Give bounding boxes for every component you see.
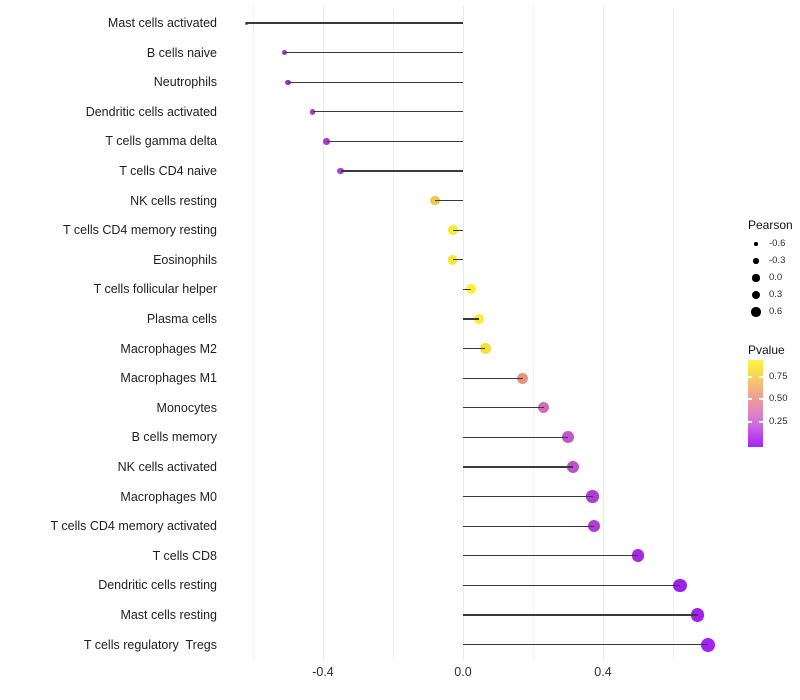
lollipop-stem (288, 81, 463, 83)
y-axis-label: T cells gamma delta (105, 134, 217, 149)
y-axis-label: Macrophages M1 (120, 371, 217, 386)
lollipop-stem (284, 51, 463, 54)
pvalue-colorbar (748, 360, 763, 447)
lollipop-stem (435, 199, 463, 202)
lollipop-stem (463, 614, 698, 616)
lollipop-stem (463, 643, 708, 646)
lollipop-stem (312, 111, 463, 113)
y-axis-label: T cells regulatory Tregs (83, 637, 217, 652)
lollipop-stem (463, 525, 595, 527)
lollipop-stem (463, 288, 472, 291)
y-axis-label: T cells CD4 memory activated (50, 519, 218, 534)
y-axis-label: T cells CD4 naive (119, 164, 217, 178)
lollipop-stem (463, 466, 574, 468)
colorbar-tick-left (748, 421, 752, 423)
x-axis-tick-label: 0.4 (594, 665, 612, 679)
lollipop-stem (463, 347, 486, 350)
y-axis-label: B cells naive (146, 45, 217, 60)
lollipop-stem (463, 377, 523, 379)
major-gridline (463, 6, 464, 660)
pvalue-legend-value: 0.50 (769, 393, 788, 404)
lollipop-stem (463, 318, 479, 320)
colorbar-tick-right (759, 398, 763, 400)
lollipop-stem (452, 259, 463, 261)
major-gridline (323, 6, 324, 660)
pearson-legend-dot (751, 307, 761, 317)
lollipop-stem (463, 436, 568, 439)
minor-gridline (393, 6, 394, 660)
x-axis-tick-label: -0.4 (312, 665, 334, 679)
lollipop-dot (282, 50, 287, 56)
colorbar-tick-left (748, 398, 752, 400)
lollipop-dot (285, 79, 291, 85)
lollipop-dot (323, 138, 330, 145)
y-axis-label: Dendritic cells resting (98, 578, 217, 593)
pvalue-legend-value: 0.25 (769, 416, 788, 427)
minor-gridline (253, 6, 254, 660)
pearson-legend-dot (752, 274, 760, 282)
pearson-legend-dot (753, 258, 759, 264)
lollipop-stem (463, 407, 544, 409)
lollipop-stem (463, 495, 593, 498)
y-axis-label: Macrophages M2 (120, 341, 217, 356)
colorbar-tick-left (748, 376, 752, 378)
lollipop-stem (463, 555, 638, 557)
y-axis-label: B cells memory (131, 430, 217, 445)
pvalue-legend-value: 0.75 (769, 371, 788, 382)
y-axis-label: Mast cells resting (120, 608, 217, 622)
y-axis-label: NK cells resting (130, 193, 217, 208)
pearson-legend-dot (754, 242, 758, 246)
lollipop-dot (337, 167, 344, 175)
lollipop-dot (309, 108, 316, 115)
y-axis-label: T cells CD4 memory resting (63, 223, 217, 238)
lollipop-dot (447, 254, 458, 265)
lollipop-dot (480, 343, 491, 354)
lollipop-stem (340, 170, 463, 172)
lollipop-stem (463, 584, 680, 587)
colorbar-tick-right (759, 376, 763, 378)
lollipop-dot (466, 284, 477, 295)
y-axis-label: Eosinophils (153, 252, 217, 267)
pvalue-legend-title: Pvalue (748, 343, 785, 357)
pearson-legend-value: 0.6 (769, 306, 783, 317)
y-axis-label: Macrophages M0 (120, 489, 217, 504)
pearson-legend-value: 0.0 (769, 272, 783, 283)
pearson-legend-value: 0.3 (769, 289, 783, 300)
colorbar-tick-right (759, 421, 763, 423)
pearson-legend-value: -0.3 (769, 255, 786, 266)
minor-gridline (533, 6, 534, 660)
lollipop-dot (430, 195, 440, 206)
y-axis-label: NK cells activated (117, 460, 217, 474)
major-gridline (603, 6, 604, 660)
lollipop-stem (246, 22, 463, 24)
lollipop-stem (326, 140, 463, 143)
pearson-legend-title: Pearson (748, 218, 793, 232)
minor-gridline (673, 6, 674, 660)
y-axis-label: Monocytes (156, 400, 217, 415)
y-axis-label: Dendritic cells activated (85, 104, 217, 119)
lollipop-stem (453, 229, 463, 231)
pearson-legend-value: -0.6 (769, 238, 786, 249)
y-axis-label: T cells CD8 (152, 548, 217, 563)
y-axis-label: Neutrophils (153, 75, 217, 90)
pearson-legend-dot (751, 290, 761, 300)
y-axis-label: Plasma cells (146, 312, 217, 326)
y-axis-label: T cells follicular helper (93, 282, 217, 297)
x-axis-tick-label: 0.0 (454, 665, 472, 679)
y-axis-label: Mast cells activated (107, 16, 217, 30)
